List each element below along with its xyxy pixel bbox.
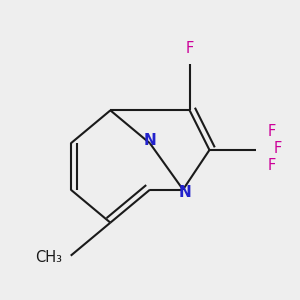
Text: N: N [178, 185, 191, 200]
Text: N: N [144, 133, 156, 148]
Text: F: F [267, 124, 275, 139]
Text: F: F [274, 141, 282, 156]
Text: CH₃: CH₃ [35, 250, 62, 265]
Text: F: F [185, 41, 194, 56]
Text: F: F [267, 158, 275, 173]
